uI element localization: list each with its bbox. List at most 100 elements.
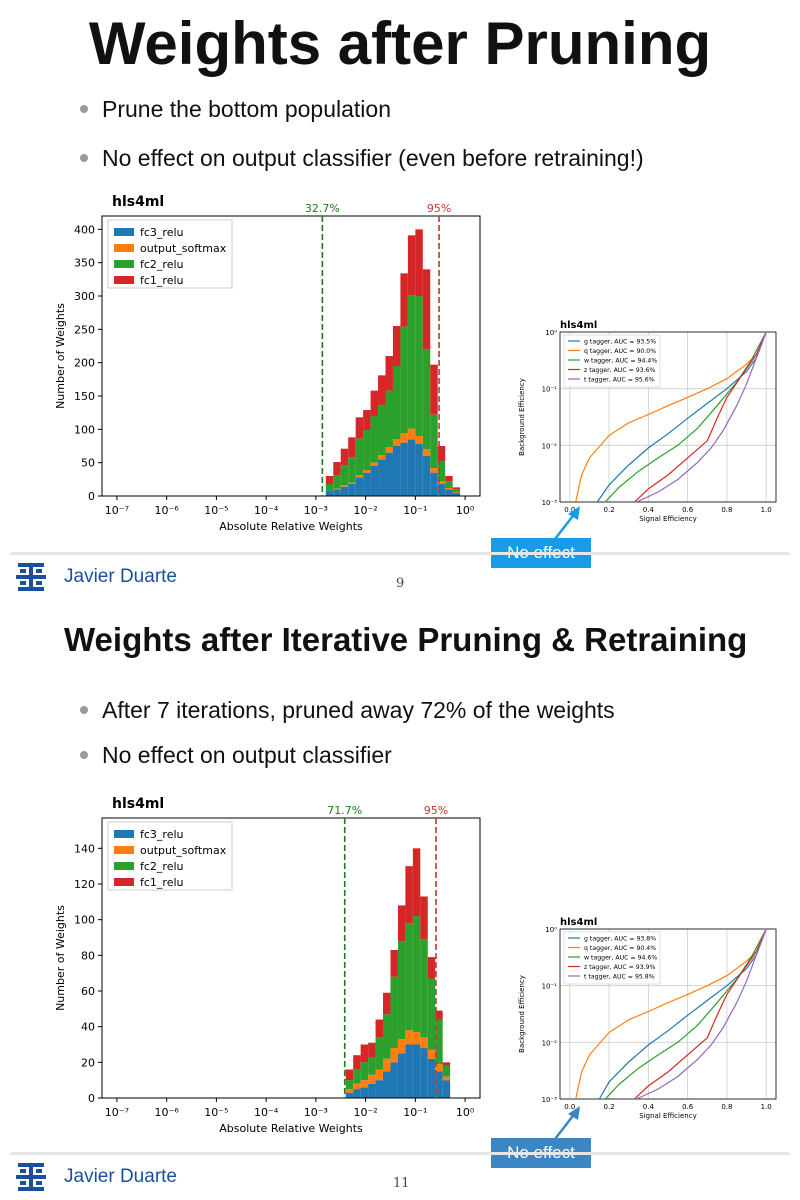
legend-entry: q tagger, AUC = 90.4% xyxy=(584,945,656,952)
slide2-footer-author: Javier Duarte xyxy=(64,1166,177,1187)
hist-bar-fc3_relu xyxy=(345,1092,354,1098)
hist-bar-fc2_relu xyxy=(407,295,416,429)
x-axis-label: Absolute Relative Weights xyxy=(219,1122,363,1135)
hist-bar-fc1_relu xyxy=(370,390,379,416)
threshold-label: 95% xyxy=(424,804,448,817)
x-tick-label: 0.2 xyxy=(604,506,615,514)
x-tick-label: 10⁻¹ xyxy=(403,1106,427,1119)
hist-bar-fc3_relu xyxy=(392,446,401,496)
x-tick-label: 0.8 xyxy=(721,506,732,514)
hist-bar-output_softmax xyxy=(378,455,386,460)
chart-title: hls4ml xyxy=(112,194,164,210)
fermilab-logo-icon xyxy=(16,563,46,591)
hist-bar-fc3_relu xyxy=(415,444,423,496)
hist-bar-output_softmax xyxy=(368,1074,376,1084)
legend-entry: z tagger, AUC = 93.9% xyxy=(584,964,656,971)
threshold-label: 71.7% xyxy=(327,804,362,817)
hist-bar-fc3_relu xyxy=(397,1053,406,1098)
hist-bar-fc2_relu xyxy=(378,405,386,456)
legend-entry: w tagger, AUC = 94.4% xyxy=(584,358,657,365)
y-axis-label: Number of Weights xyxy=(54,905,67,1011)
bullet-dot-icon xyxy=(80,750,88,759)
hist-bar-fc1_relu xyxy=(368,1042,376,1057)
hist-bar-output_softmax xyxy=(435,1064,443,1072)
hist-bar-fc2_relu xyxy=(442,1065,451,1077)
hist-bar-output_softmax xyxy=(405,1030,413,1045)
x-tick-label: 10⁻¹ xyxy=(403,504,427,517)
hist-bar-fc1_relu xyxy=(412,848,421,917)
legend-swatch xyxy=(114,830,134,838)
hist-bar-fc1_relu xyxy=(345,1069,354,1081)
slide1-footer-author: Javier Duarte xyxy=(64,566,177,587)
y-tick-label: 50 xyxy=(81,457,95,470)
hist-bar-fc2_relu xyxy=(435,1019,443,1065)
hist-bar-fc3_relu xyxy=(412,1044,421,1098)
hist-bar-fc3_relu xyxy=(385,452,393,496)
y-axis-label: Background Efficiency xyxy=(518,975,526,1053)
x-tick-label: 10⁰ xyxy=(456,1106,475,1119)
hist-bar-output_softmax xyxy=(430,468,438,473)
hist-bar-output_softmax xyxy=(427,1049,436,1059)
hist-bar-fc3_relu xyxy=(442,1080,451,1098)
x-tick-label: 10⁻⁴ xyxy=(254,504,279,517)
hist-bar-fc1_relu xyxy=(360,1044,369,1063)
hist-bar-fc3_relu xyxy=(368,1083,376,1098)
x-tick-label: 1.0 xyxy=(761,1103,772,1111)
slide2-page-number: 11 xyxy=(393,1176,410,1191)
chart-title: hls4ml xyxy=(560,917,597,928)
hist-bar-output_softmax xyxy=(442,1076,451,1081)
hist-chart-1: hls4ml 0 50 100 150 200 250 300 350 400 10⁻⁷ 10⁻⁶ 10… xyxy=(54,194,481,533)
callout-arrow-icon xyxy=(554,1106,580,1140)
hist-bar-fc3_relu xyxy=(370,466,379,496)
roc-chart-2: hls4ml 0.0 0.2 0.4 0.6 0.8 1.0 10⁻³ 10⁻² 10⁻¹ 10⁰ g… xyxy=(518,917,777,1120)
slide2-title: Weights after Iterative Pruning & Retrai… xyxy=(64,621,748,658)
roc-chart-1: hls4ml 0.0 0.2 0.4 0.6 0.8 1.0 10⁻³ 10⁻² 10⁻¹ 10⁰ g… xyxy=(518,320,777,523)
hist-bar-output_softmax xyxy=(363,470,371,473)
hist-bar-output_softmax xyxy=(445,488,453,490)
hist-bar-fc2_relu xyxy=(360,1062,369,1081)
hist-bar-fc3_relu xyxy=(348,484,356,496)
hist-bar-fc3_relu xyxy=(420,1048,428,1098)
hist-bar-fc2_relu xyxy=(333,475,341,489)
hist-bar-output_softmax xyxy=(348,482,356,484)
hist-bar-fc2_relu xyxy=(400,326,408,434)
hist-bar-fc3_relu xyxy=(378,459,386,496)
legend-entry: fc1_relu xyxy=(140,274,184,287)
plot-frame xyxy=(559,331,777,503)
roc-curve xyxy=(634,331,767,503)
slide1-title: Weights after Pruning xyxy=(88,10,712,77)
roc-curve xyxy=(636,928,767,1100)
slide2-bullet-2: No effect on output classifier xyxy=(80,740,392,770)
hist-bar-fc3_relu xyxy=(407,439,416,496)
hist-bar-fc2_relu xyxy=(363,430,371,470)
y-tick-label: 140 xyxy=(74,842,95,855)
hist-bar-fc1_relu xyxy=(430,364,438,415)
roc-curve xyxy=(596,331,767,503)
hist-bar-fc2_relu xyxy=(325,484,334,491)
hist-bar-output_softmax xyxy=(415,436,423,444)
roc-curve xyxy=(634,928,767,1100)
legend-swatch xyxy=(114,244,134,252)
x-tick-label: 10⁻² xyxy=(353,504,377,517)
hist-bar-fc1_relu xyxy=(348,437,356,458)
hist-bar-fc1_relu xyxy=(415,229,423,296)
hist-bar-fc2_relu xyxy=(437,461,446,482)
legend-entry: fc2_relu xyxy=(140,258,184,271)
hist-bar-output_softmax xyxy=(400,433,408,443)
hist-bar-fc1_relu xyxy=(363,410,371,430)
hist-bar-fc2_relu xyxy=(353,1069,361,1084)
plot-frame xyxy=(101,215,481,497)
slide1-divider xyxy=(10,552,790,555)
hist-bar-output_softmax xyxy=(360,1080,369,1088)
plot-frame xyxy=(559,928,777,1100)
hist-bar-fc1_relu xyxy=(420,896,428,940)
hist-bar-fc3_relu xyxy=(360,1087,369,1098)
roc-curve xyxy=(598,928,767,1100)
hist-bar-fc2_relu xyxy=(445,481,453,488)
hist-bar-fc2_relu xyxy=(383,1014,391,1059)
hist-bar-fc3_relu xyxy=(355,477,364,496)
hist-bar-fc1_relu xyxy=(445,476,453,482)
hist-bar-fc2_relu xyxy=(420,939,428,1038)
legend-entry: fc2_relu xyxy=(140,860,184,873)
hist-bar-fc2_relu xyxy=(405,923,413,1031)
